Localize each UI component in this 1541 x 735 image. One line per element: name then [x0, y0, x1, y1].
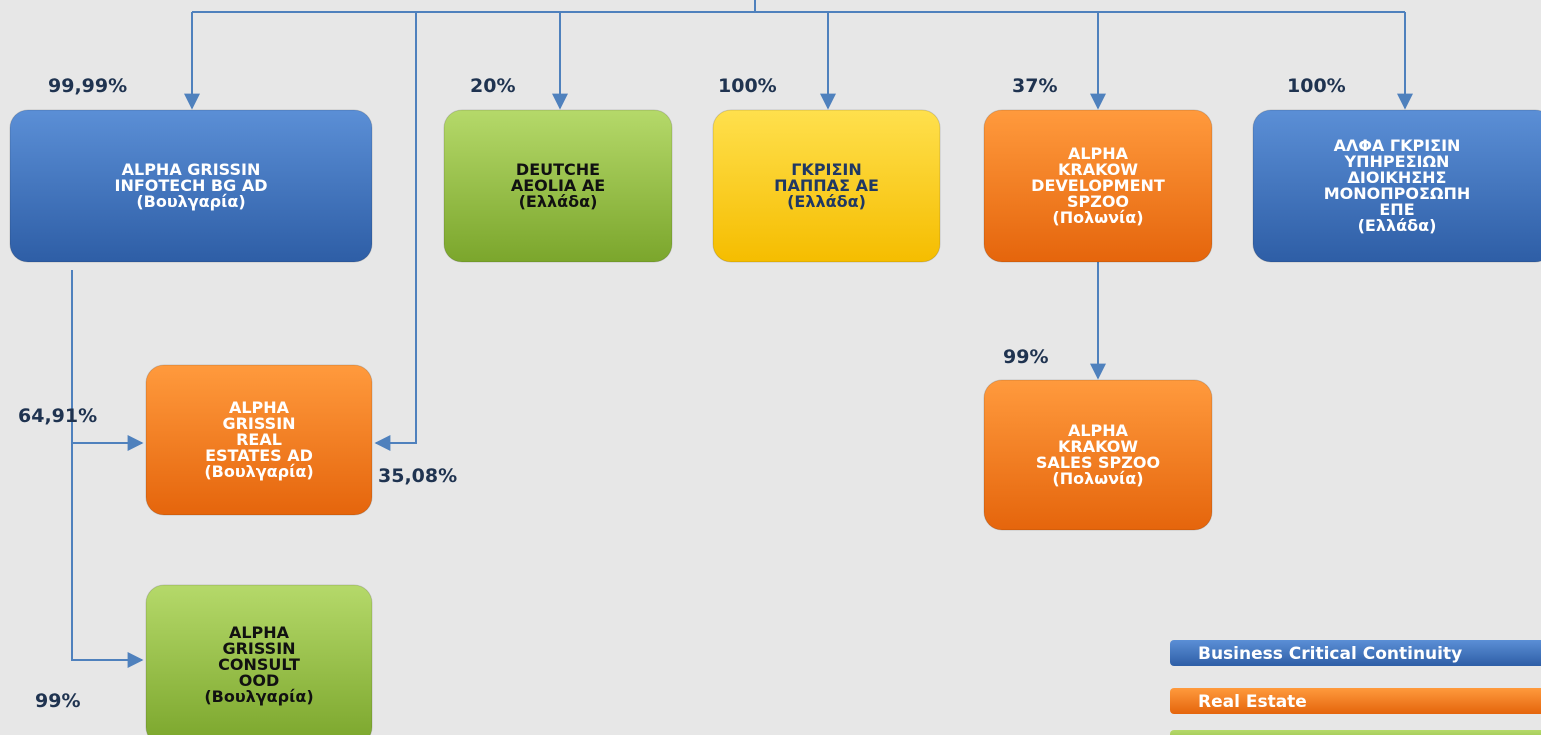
- node-label: CONSULT: [218, 655, 300, 674]
- node-label: ΔΙΟΙΚΗΣΗΣ: [1348, 168, 1447, 187]
- node-label: INFOTECH BG AD: [115, 176, 268, 195]
- node-label: OOD: [239, 671, 279, 690]
- node-label: ΑΛΦΑ ΓΚΡΙΣΙΝ: [1334, 136, 1461, 155]
- percentage: 100%: [1287, 75, 1346, 97]
- percentage: 37%: [1012, 75, 1057, 97]
- node-box: [145, 364, 373, 516]
- percentage: 99%: [35, 690, 80, 712]
- legend-swatch: [1170, 640, 1541, 666]
- connector: [374, 12, 417, 451]
- percentage: 64,91%: [18, 405, 97, 427]
- node-label: DEVELOPMENT: [1031, 176, 1165, 195]
- node-label: SPZOO: [1067, 192, 1129, 211]
- node-label: ALPHA: [229, 623, 290, 642]
- node-label: (Βουλγαρία): [204, 462, 313, 481]
- node-box: [9, 109, 373, 263]
- node-label: (Ελλάδα): [1358, 216, 1437, 235]
- node-label: (Βουλγαρία): [204, 687, 313, 706]
- node-box: [1252, 109, 1541, 263]
- node-label: ESTATES AD: [205, 446, 313, 465]
- legend-swatch: [1170, 688, 1541, 714]
- node-box: [712, 109, 941, 263]
- percentage: 100%: [718, 75, 777, 97]
- connector: [71, 270, 144, 668]
- node-label: (Πολωνία): [1052, 208, 1143, 227]
- percentage: 99,99%: [48, 75, 127, 97]
- node-label: GRISSIN: [222, 639, 295, 658]
- node-label: KRAKOW: [1058, 437, 1138, 456]
- node-label: ALPHA: [1068, 421, 1129, 440]
- node-label: ALPHA GRISSIN: [122, 160, 261, 179]
- node-box: [145, 584, 373, 735]
- percentage: 99%: [1003, 346, 1048, 368]
- node-label: ΕΠΕ: [1379, 200, 1414, 219]
- node-label: ALPHA: [1068, 144, 1129, 163]
- node-label: ΠΑΠΠΑΣ ΑΕ: [774, 176, 879, 195]
- node-label: (Πολωνία): [1052, 469, 1143, 488]
- node-label: SALES SPZOO: [1036, 453, 1160, 472]
- node-label: GRISSIN: [222, 414, 295, 433]
- node-label: ALPHA: [229, 398, 290, 417]
- node-box: [443, 109, 673, 263]
- node-label: REAL: [236, 430, 282, 449]
- node-label: ΥΠΗΡΕΣΙΩΝ: [1344, 152, 1450, 171]
- node-label: KRAKOW: [1058, 160, 1138, 179]
- node-label: ΓΚΡΙΣΙΝ: [791, 160, 862, 179]
- node-label: (Ελλάδα): [787, 192, 866, 211]
- node-box: [983, 379, 1213, 531]
- legend-label: Real Estate: [1198, 692, 1307, 712]
- legend-label: Business Critical Continuity: [1198, 644, 1462, 664]
- connectors: [71, 0, 1413, 668]
- node-box: [983, 109, 1213, 263]
- node-label: AEOLIA AE: [511, 176, 605, 195]
- node-label: DEUTCHE: [516, 160, 600, 179]
- connector: [192, 0, 1405, 13]
- percentage: 20%: [470, 75, 515, 97]
- percentage: 35,08%: [378, 465, 457, 487]
- node-label: ΜΟΝΟΠΡΟΣΩΠΗ: [1324, 184, 1471, 203]
- node-label: (Ελλάδα): [519, 192, 598, 211]
- legend-swatch: [1170, 730, 1541, 735]
- node-label: (Βουλγαρία): [136, 192, 245, 211]
